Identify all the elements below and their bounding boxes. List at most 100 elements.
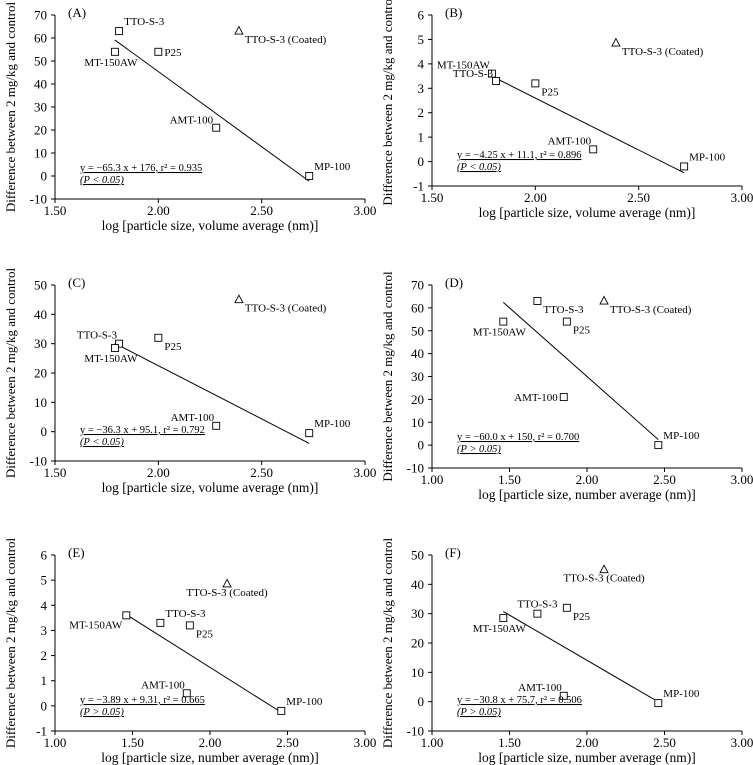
data-point-label: TTO-S-3 (Coated) (622, 46, 704, 58)
data-point-label: P25 (196, 628, 214, 640)
data-point-label: AMT-100 (170, 115, 214, 127)
data-point-label: AMT-100 (518, 682, 562, 694)
x-axis-label: log [particle size, number average (nm)] (478, 750, 695, 765)
y-tick-label: -10 (407, 724, 424, 739)
data-point-square (499, 614, 508, 623)
data-point-square (212, 123, 221, 132)
y-tick-label: 0 (41, 424, 48, 439)
data-point-square (110, 47, 119, 56)
data-point-label: MP-100 (314, 161, 351, 173)
data-point-square (559, 393, 568, 402)
y-tick-label: 5 (41, 573, 48, 588)
data-point-square (212, 421, 221, 430)
y-tick-label: 50 (34, 278, 47, 293)
data-point-label: TTO-S-3 (Coated) (245, 34, 327, 46)
chart-panel: -1 0 1 2 3 4 5 6 1.50 2.00 2.50 3.00 log [particle s… (380, 0, 753, 220)
data-point-label: MT-150AW (437, 60, 491, 72)
data-point-label: TTO-S-3 (Coated) (610, 304, 692, 316)
data-point-square (559, 691, 568, 700)
data-point-square (487, 69, 496, 78)
y-tick-label: 0 (418, 154, 425, 169)
p-value: (P > 0.05) (457, 707, 501, 718)
data-point-label: AMT-100 (171, 412, 215, 424)
x-tick-label: 1.00 (421, 735, 444, 750)
y-tick-label: 30 (411, 369, 424, 384)
y-tick-label: 2 (418, 105, 425, 120)
data-point-label: MP-100 (314, 418, 351, 430)
y-tick-label: 3 (418, 81, 425, 96)
data-point-triangle (599, 564, 609, 574)
x-tick-label: 1.50 (421, 190, 444, 205)
y-tick-label: 3 (41, 623, 48, 638)
y-axis-label: Difference between 2 mg/kg and control (3, 268, 18, 479)
y-tick-label: 70 (411, 278, 424, 293)
y-tick-label: 50 (411, 548, 424, 563)
x-axis-label: log [particle size, number average (nm)] (101, 750, 318, 765)
y-tick-label: -1 (413, 179, 424, 194)
data-point-square (156, 618, 165, 627)
x-tick-label: 1.00 (44, 735, 67, 750)
y-axis-label: Difference between 2 mg/kg and control (3, 2, 18, 213)
data-point-label: MT-150AW (69, 619, 123, 631)
y-tick-label: 40 (34, 307, 47, 322)
x-tick-label: 3.00 (731, 735, 753, 750)
data-point-square (562, 317, 571, 326)
data-point-label: TTO-S-3 (453, 68, 494, 80)
chart-panel: -10 0 10 20 30 40 50 1.50 2.00 2.50 3.00 log [parti… (3, 268, 376, 495)
data-point-square (531, 79, 540, 88)
p-value: (P < 0.05) (457, 162, 501, 173)
x-tick-label: 2.50 (627, 190, 650, 205)
panel-label: (D) (445, 275, 463, 290)
y-tick-label: 0 (418, 694, 425, 709)
data-point-square (115, 339, 124, 348)
y-tick-label: 2 (41, 648, 48, 663)
regression-equation: y = −3.89 x + 9.31, r² = 0.665 (80, 695, 205, 706)
regression-equation: y = −36.3 x + 95.1, r² = 0.792 (80, 425, 205, 436)
data-point-triangle (234, 294, 244, 304)
x-tick-label: 2.00 (147, 465, 170, 480)
chart-panel: -10 0 10 20 30 40 50 1.00 1.50 2.00 2.50 3.00 log [p… (380, 538, 753, 765)
x-tick-label: 3.00 (354, 735, 377, 750)
y-tick-label: 40 (34, 77, 47, 92)
panel-label: (B) (445, 5, 462, 20)
y-tick-label: 30 (34, 336, 47, 351)
data-point-square (182, 689, 191, 698)
data-point-label: P25 (541, 86, 559, 98)
y-tick-label: 1 (418, 130, 425, 145)
x-tick-label: 1.00 (421, 472, 444, 487)
data-point-label: MT-150AW (473, 623, 527, 635)
data-point-triangle (234, 25, 244, 35)
data-point-square (654, 699, 663, 708)
y-tick-label: 5 (418, 32, 425, 47)
y-tick-label: 4 (41, 598, 48, 613)
chart-panel: -10 0 10 20 30 40 50 60 70 1.50 2.00 2.50 3.00 log [p… (3, 2, 376, 233)
x-tick-label: 2.00 (524, 190, 547, 205)
x-tick-label: 2.00 (576, 472, 599, 487)
data-point-label: TTO-S-3 (517, 599, 558, 611)
data-point-label: AMT-100 (141, 679, 185, 691)
data-point-square (492, 77, 501, 85)
y-tick-label: 0 (41, 698, 48, 713)
x-tick-label: 3.00 (354, 203, 377, 218)
data-point-label: MP-100 (286, 696, 323, 708)
data-point-label: TTO-S-3 (Coated) (245, 303, 327, 315)
data-point-square (305, 172, 314, 180)
chart-panel: -10 0 10 20 30 40 50 60 70 1.00 1.50 2.00 2.50 3.00 lo… (380, 271, 753, 502)
regression-equation: y = −65.3 x + 176, r² = 0.935 (80, 163, 202, 174)
data-point-label: TTO-S-3 (543, 304, 584, 316)
y-tick-label: 60 (411, 300, 424, 315)
data-point-label: P25 (164, 341, 182, 353)
data-point-square (277, 706, 286, 715)
p-value: (P < 0.05) (80, 437, 124, 448)
x-tick-label: 1.50 (44, 203, 67, 218)
y-tick-label: 60 (34, 31, 47, 46)
x-tick-label: 2.50 (653, 735, 676, 750)
panel-label: (F) (445, 545, 461, 560)
y-tick-label: 10 (34, 395, 47, 410)
y-axis-label: Difference between 2 mg/kg and control (3, 538, 18, 749)
panel-label: (A) (68, 5, 86, 20)
y-tick-label: 20 (411, 636, 424, 651)
regression-line (503, 611, 659, 703)
data-point-label: MT-150AW (84, 353, 138, 365)
y-tick-label: 50 (411, 323, 424, 338)
